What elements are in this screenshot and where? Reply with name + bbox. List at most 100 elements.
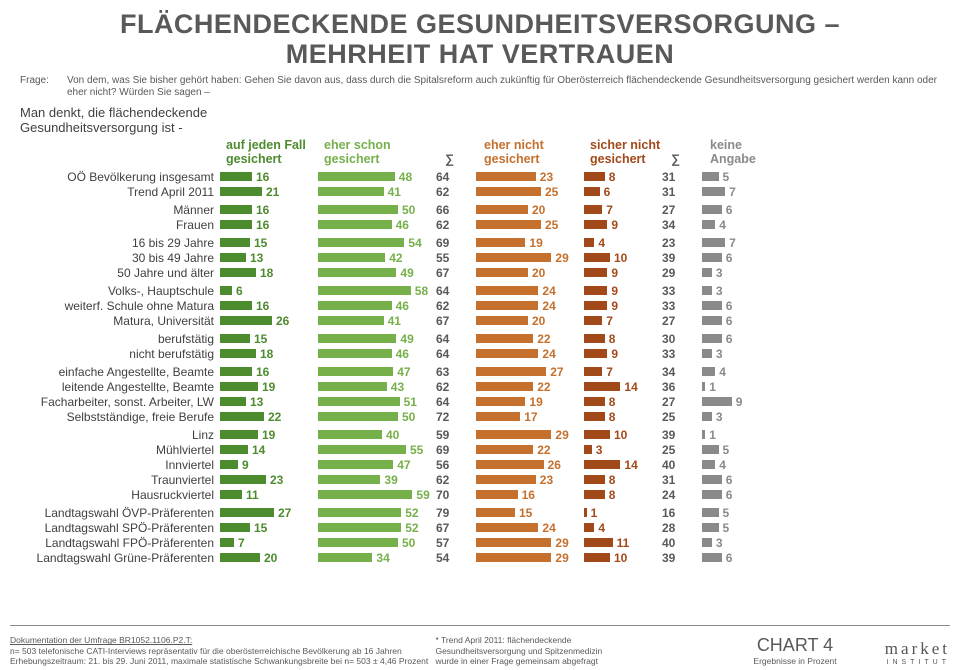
bar (702, 349, 712, 358)
cell-c7: 4 (702, 458, 780, 472)
bar (476, 475, 536, 484)
cell-c6: 33 (662, 284, 702, 298)
value: 19 (529, 236, 542, 250)
value: 8 (609, 170, 616, 184)
bar (318, 508, 401, 517)
value: 40 (386, 428, 399, 442)
value: 33 (662, 284, 675, 298)
data-row: Innviertel947562614404 (20, 457, 940, 472)
bar (318, 349, 392, 358)
bar (702, 397, 732, 406)
cell-c2: 49 (318, 332, 436, 346)
bar (702, 187, 725, 196)
bar (220, 334, 250, 343)
bar (318, 334, 396, 343)
bar (584, 523, 594, 532)
bar (476, 397, 525, 406)
cell-c5: 4 (584, 521, 662, 535)
value: 48 (399, 170, 412, 184)
value: 19 (529, 395, 542, 409)
value: 20 (264, 551, 277, 565)
bar (702, 238, 725, 247)
footer-left: Dokumentation der Umfrage BR1052.1106.P2… (10, 635, 435, 666)
row-label: Landtagswahl FPÖ-Präferenten (20, 536, 220, 550)
value: 39 (384, 473, 397, 487)
value: 54 (436, 551, 449, 565)
cell-c5: 11 (584, 536, 662, 550)
cell-c5: 14 (584, 380, 662, 394)
value: 7 (606, 314, 613, 328)
row-label: Selbstständige, freie Berufe (20, 410, 220, 424)
bar (220, 205, 252, 214)
value: 51 (404, 395, 417, 409)
cell-c7: 6 (702, 299, 780, 313)
cell-c7: 5 (702, 506, 780, 520)
cell-c3: 62 (436, 218, 476, 232)
cell-c2: 46 (318, 299, 436, 313)
cell-c3: 64 (436, 347, 476, 361)
bar (318, 301, 392, 310)
cell-c1: 15 (220, 236, 318, 250)
row-label: nicht berufstätig (20, 347, 220, 361)
cell-c6: 33 (662, 299, 702, 313)
cell-c1: 7 (220, 536, 318, 550)
footer-chart: CHART 4 Ergebnisse in Prozent (730, 635, 860, 666)
value: 3 (716, 347, 723, 361)
value: 34 (376, 551, 389, 565)
value: 10 (614, 551, 627, 565)
value: 55 (436, 251, 449, 265)
cell-c1: 16 (220, 203, 318, 217)
cell-c5: 8 (584, 395, 662, 409)
cell-c2: 42 (318, 251, 436, 265)
value: 13 (250, 251, 263, 265)
value: 64 (436, 347, 449, 361)
value: 3 (716, 266, 723, 280)
cell-c6: 28 (662, 521, 702, 535)
bar (584, 316, 602, 325)
value: 29 (555, 251, 568, 265)
cell-c7: 5 (702, 443, 780, 457)
cell-c7: 3 (702, 536, 780, 550)
intro-text: Man denkt, die flächendeckende Gesundhei… (0, 105, 960, 139)
value: 29 (662, 266, 675, 280)
value: 39 (662, 551, 675, 565)
cell-c5: 8 (584, 332, 662, 346)
value: 42 (389, 251, 402, 265)
value: 6 (726, 203, 733, 217)
footer: Dokumentation der Umfrage BR1052.1106.P2… (10, 635, 950, 666)
cell-c7: 6 (702, 488, 780, 502)
cell-c1: 19 (220, 380, 318, 394)
value: 8 (609, 332, 616, 346)
value: 4 (719, 218, 726, 232)
cell-c1: 15 (220, 521, 318, 535)
cell-c3: 70 (436, 488, 476, 502)
bar (476, 382, 533, 391)
row-label: 16 bis 29 Jahre (20, 236, 220, 250)
bar (318, 205, 398, 214)
value: 9 (736, 395, 743, 409)
value: 23 (270, 473, 283, 487)
data-row: 50 Jahre und älter184967209293 (20, 265, 940, 280)
value: 20 (532, 266, 545, 280)
bar (476, 238, 525, 247)
value: 66 (436, 203, 449, 217)
bar (318, 253, 385, 262)
bar (220, 523, 250, 532)
data-rows: OÖ Bevölkerung insgesamt164864238315Tren… (0, 169, 960, 565)
row-group: Volks-, Hauptschule65864249333weiterf. S… (20, 283, 940, 328)
value: 6 (726, 299, 733, 313)
value: 24 (542, 284, 555, 298)
value: 46 (396, 218, 409, 232)
bar (318, 268, 396, 277)
bar (476, 460, 544, 469)
bar (220, 445, 248, 454)
bar (702, 253, 722, 262)
bar (476, 490, 518, 499)
bar (584, 382, 620, 391)
column-headers: auf jeden Fallgesichert eher schongesich… (0, 139, 960, 169)
cell-c5: 8 (584, 488, 662, 502)
cell-c6: 36 (662, 380, 702, 394)
data-row: Matura, Universität264167207276 (20, 313, 940, 328)
value: 46 (396, 299, 409, 313)
bar (318, 316, 384, 325)
